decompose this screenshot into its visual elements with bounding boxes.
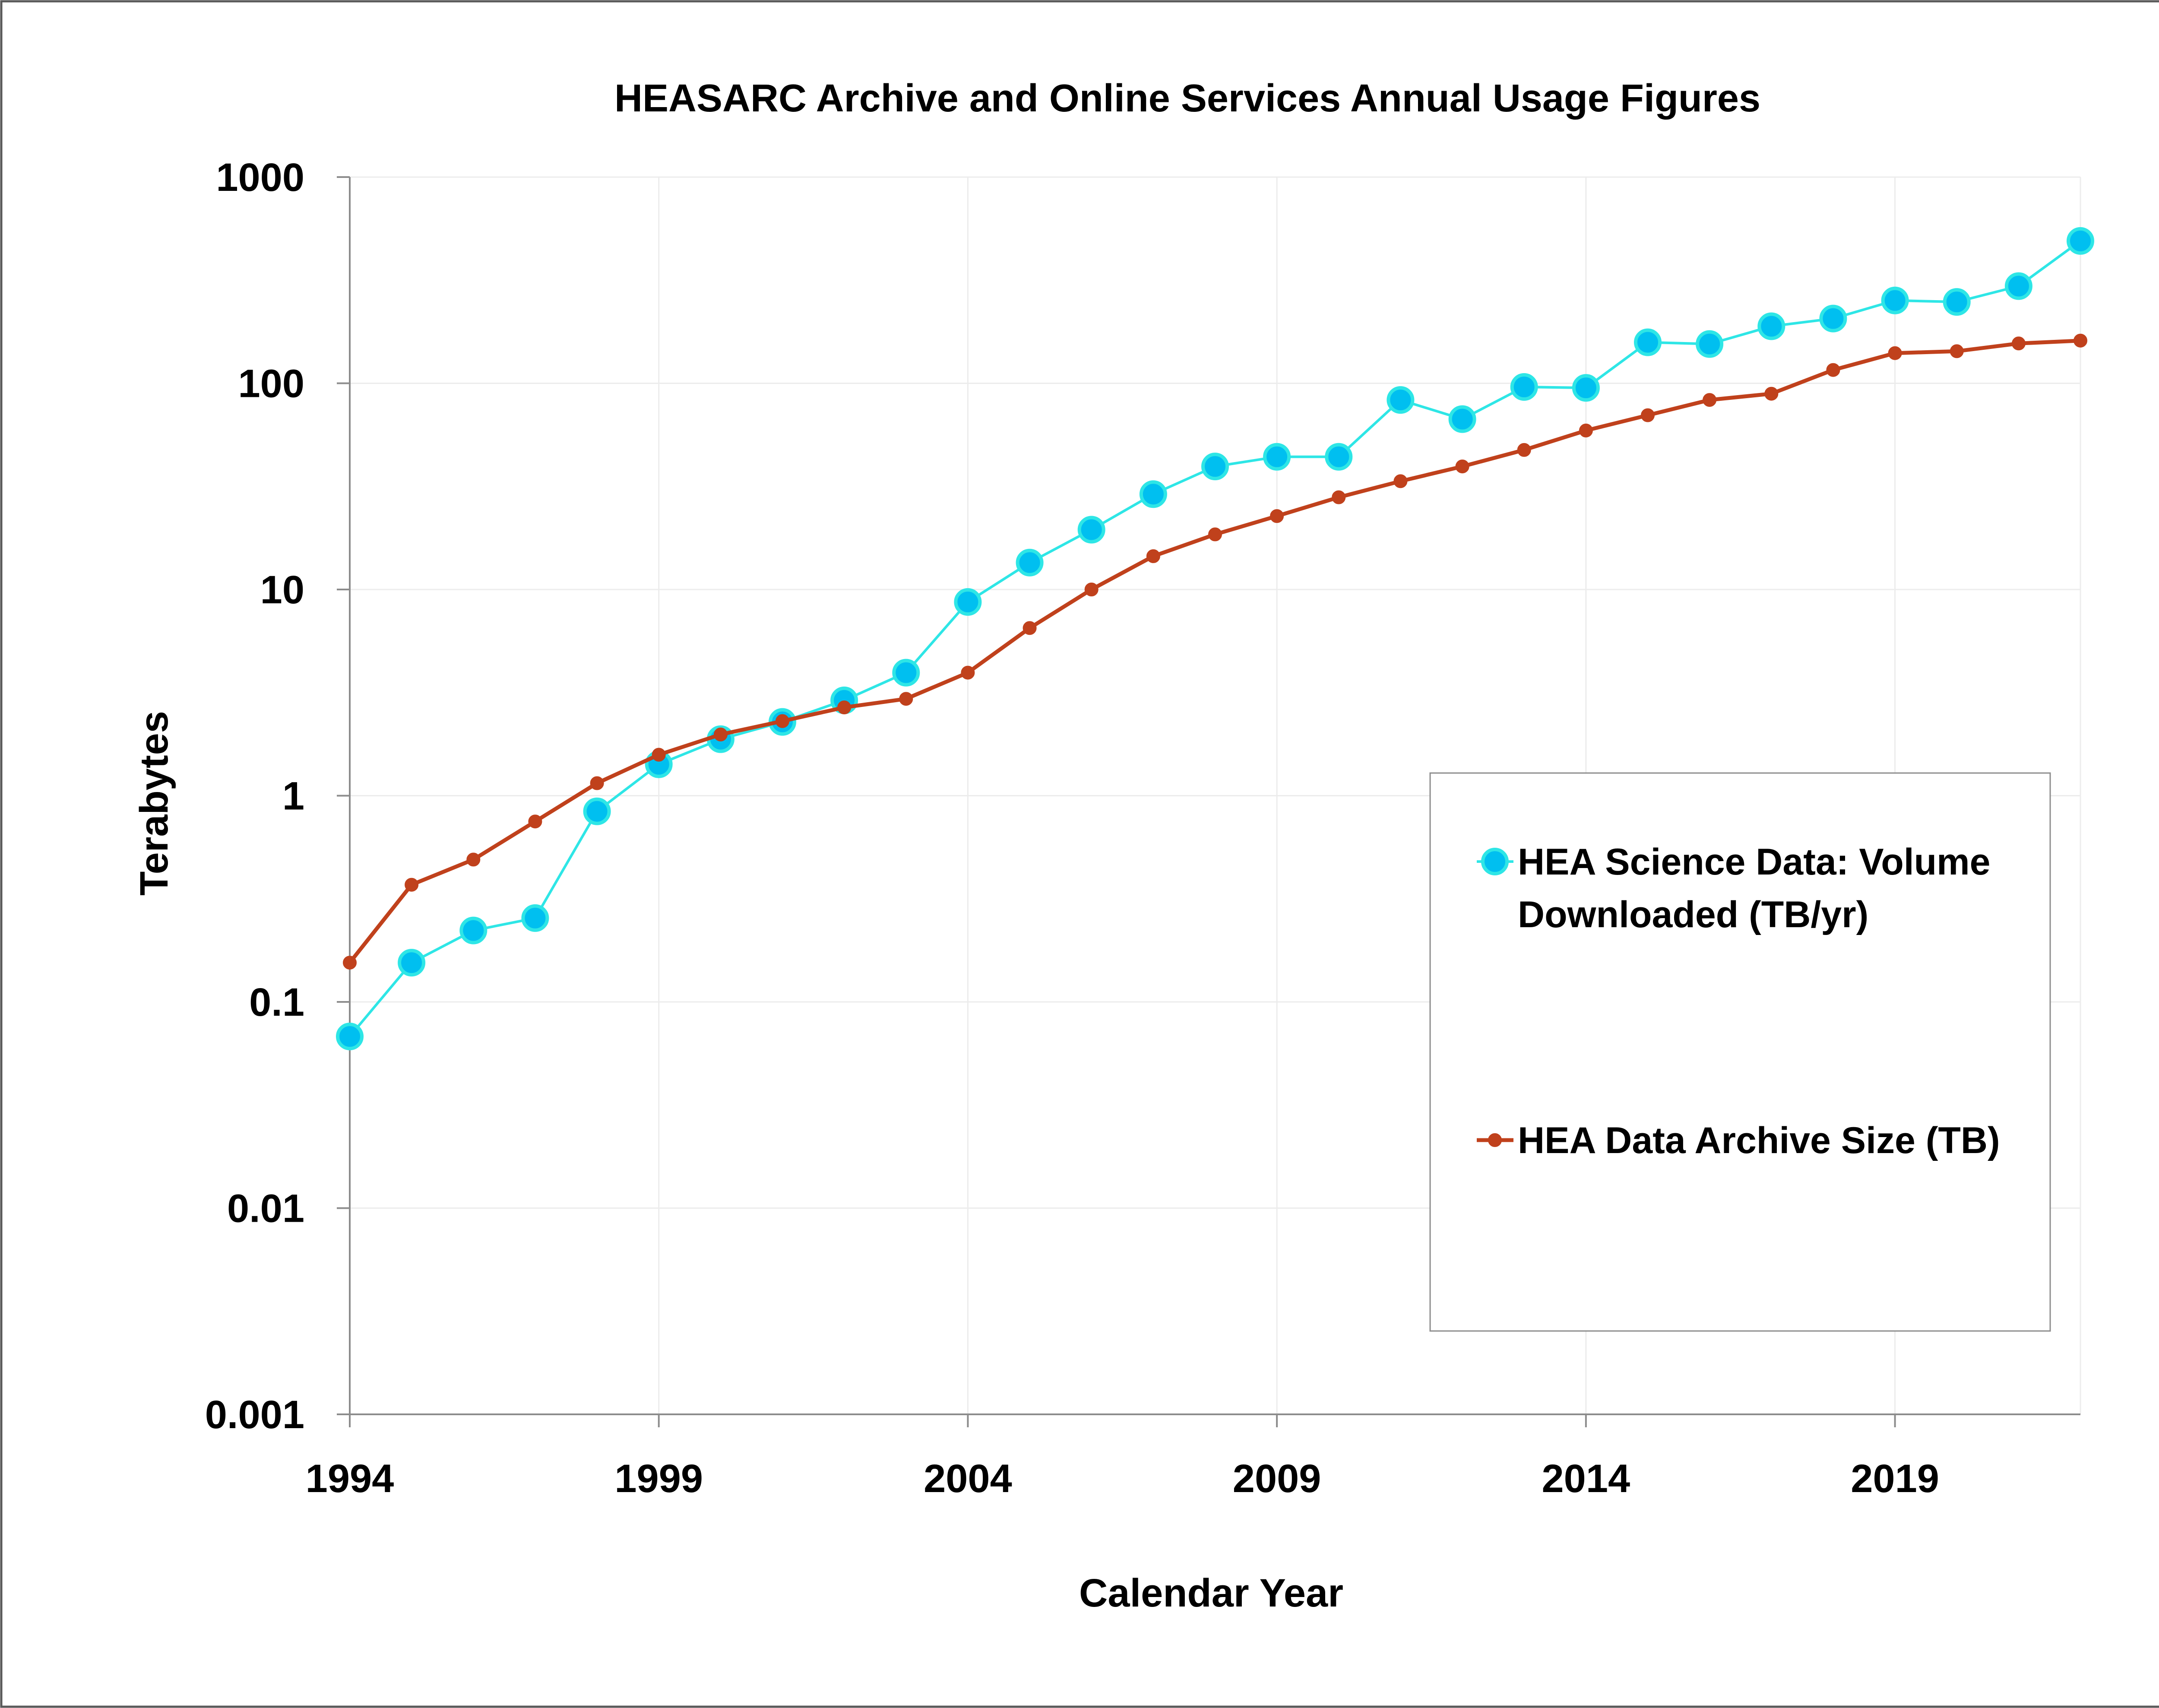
data-point: 2002: 2.68	[837, 700, 852, 715]
x-tick-label: 2019	[1851, 1457, 1939, 1501]
y-tick-label: 1000	[216, 155, 304, 200]
y-tick-label: 0.1	[249, 980, 304, 1024]
y-tick-label: 0.001	[205, 1393, 304, 1437]
data-point: 2000: 1.98	[713, 727, 728, 742]
series-1: 1994: 0.068 1995: 0.155 1996: 0.222 1997: 0…	[336, 227, 2094, 1050]
data-point: 2007: 14.5	[1146, 549, 1160, 563]
data-point: 1999: 1.58	[652, 748, 666, 762]
data-point: 2004: 3.95	[961, 665, 975, 680]
y-tick-label: 0.01	[227, 1187, 304, 1231]
plot-series: 1994: 0.068 1995: 0.155 1996: 0.222 1997: 0…	[336, 227, 2094, 1050]
data-point: 2004: 8.7	[954, 588, 982, 616]
y-tick-label: 10	[260, 568, 304, 612]
y-axis-title: Terabytes	[132, 711, 176, 896]
data-point: 2008: 39.5	[1201, 453, 1229, 481]
data-point: 1997: 0.75	[528, 814, 542, 829]
data-point: 2013: 96	[1510, 373, 1538, 401]
data-point: 2011: 83	[1387, 386, 1415, 414]
legend-label: HEA Science Data: Volume	[1518, 841, 1990, 883]
data-point: 2020: 248	[1943, 288, 1971, 316]
data-point: 2006: 10	[1084, 583, 1098, 596]
y-axis-ticks: 0.001 0.01 0.1 1 10 100 1000	[205, 155, 350, 1437]
data-point: 2018: 116	[1826, 363, 1840, 377]
legend-box	[1429, 772, 2051, 1332]
grid-lines	[350, 176, 2081, 1414]
data-point: 1996: 0.49	[466, 852, 481, 867]
data-point: 1998: 0.84	[583, 797, 611, 825]
x-tick-label: 2014	[1542, 1457, 1630, 1501]
x-axis-ticks: 1994 1999 2004 2009 2014 2019	[306, 1414, 1939, 1501]
data-point: 2011: 33.5	[1393, 474, 1408, 488]
data-point: 2014: 59	[1579, 423, 1593, 437]
data-point: 1994: 0.068	[336, 1023, 364, 1050]
data-point: 2022: 161	[2074, 333, 2087, 348]
x-tick-label: 2004	[924, 1457, 1012, 1501]
data-point: 2018: 206	[1819, 304, 1847, 333]
data-point: 2022: 490	[2067, 227, 2094, 255]
legend-marker	[1481, 848, 1509, 875]
data-point: 2005: 6.5	[1023, 621, 1037, 635]
data-point: 2016: 155	[1696, 330, 1724, 358]
data-point: 2021: 156	[2011, 336, 2026, 351]
data-point: 2021: 296	[2004, 272, 2032, 300]
data-point: 2019: 252	[1881, 286, 1909, 314]
data-point: 1994: 0.155	[343, 956, 357, 970]
data-point: 2010: 44	[1325, 443, 1353, 471]
data-point: 2020: 143	[1950, 344, 1964, 358]
data-point: 2017: 189	[1757, 312, 1785, 340]
data-point: 2019: 140	[1888, 346, 1902, 360]
x-axis-title: Calendar Year	[1079, 1571, 1343, 1615]
data-point: 2015: 70	[1641, 408, 1655, 422]
data-point: 1998: 1.15	[590, 776, 604, 790]
y-tick-label: 100	[238, 362, 305, 406]
chart-title: HEASARC Archive and Online Services Annu…	[614, 77, 1760, 120]
data-point: 2005: 13.5	[1016, 548, 1044, 577]
data-point: 1996: 0.222	[459, 916, 488, 944]
data-point: 2009: 22.7	[1270, 509, 1284, 523]
data-point: 2010: 28	[1332, 490, 1346, 504]
data-point: 2016: 83	[1703, 393, 1717, 407]
data-point: 2015: 158	[1634, 328, 1662, 356]
data-point: 2003: 3.95	[892, 659, 920, 687]
data-point: 2012: 67	[1448, 405, 1476, 433]
legend-marker	[1488, 1133, 1502, 1147]
data-point: 2007: 29	[1139, 480, 1167, 508]
data-point: 1995: 0.37	[405, 878, 419, 892]
data-point: 1995: 0.155	[398, 949, 426, 977]
x-tick-label: 1994	[306, 1457, 394, 1501]
data-point: 2017: 89	[1764, 387, 1779, 401]
legend-label: Downloaded (TB/yr)	[1518, 894, 1868, 935]
data-point: 2003: 2.95	[899, 692, 913, 706]
data-point: 2009: 44	[1263, 443, 1291, 471]
data-point: 2014: 95	[1572, 374, 1600, 402]
series-2: 1994: 0.155 1995: 0.37 1996: 0.49 1997: 0.7…	[343, 333, 2087, 970]
x-tick-label: 1999	[614, 1457, 703, 1501]
legend: HEA Science Data: Volume Downloaded (TB/y…	[1477, 841, 2000, 1161]
y-tick-label: 1	[282, 774, 304, 818]
data-point: 2008: 18.5	[1208, 527, 1222, 542]
legend-label: HEA Data Archive Size (TB)	[1518, 1120, 2000, 1161]
data-point: 1997: 0.255	[521, 904, 549, 932]
data-point: 2001: 2.3	[776, 714, 789, 728]
data-point: 2006: 19.5	[1077, 516, 1105, 544]
data-point: 2013: 47.5	[1517, 443, 1531, 457]
data-point: 2012: 39.5	[1455, 459, 1469, 474]
legend-item-2: HEA Data Archive Size (TB)	[1477, 1120, 2000, 1161]
x-tick-label: 2009	[1233, 1457, 1321, 1501]
legend-item-1: HEA Science Data: Volume Downloaded (TB/y…	[1477, 841, 1990, 935]
